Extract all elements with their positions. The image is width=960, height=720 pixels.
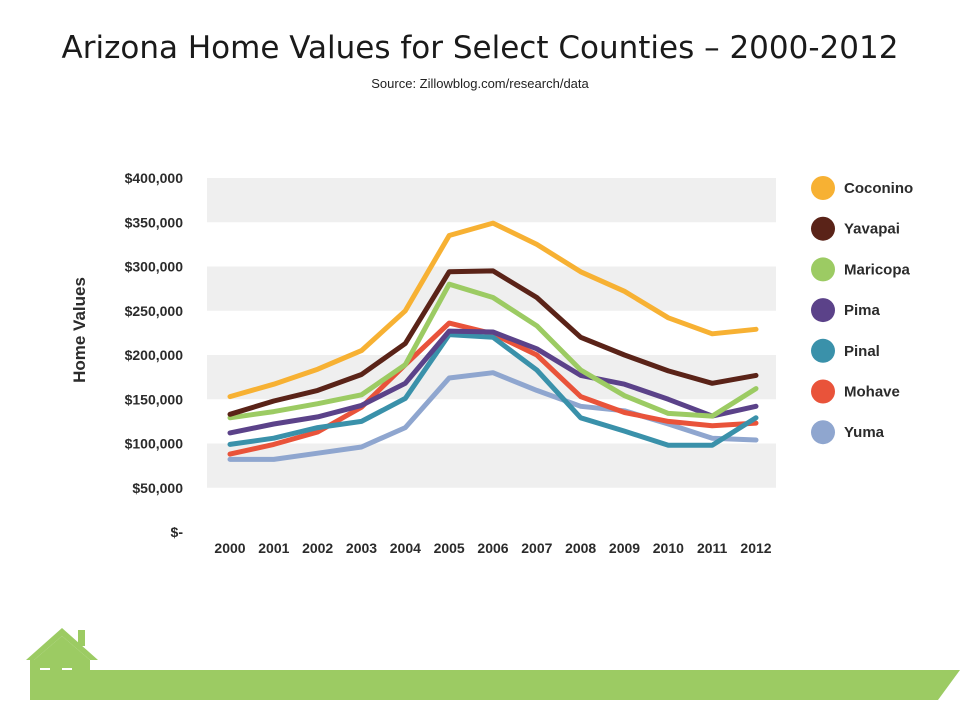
grid-band	[207, 178, 776, 223]
legend-swatch-mohave	[811, 379, 835, 404]
series-line-maricopa	[227, 281, 759, 421]
x-tick-label: 2003	[346, 540, 377, 556]
y-tick-label: $-	[171, 524, 184, 540]
x-tick-label: 2007	[521, 540, 552, 556]
series-line-pinal	[227, 332, 759, 448]
y-tick-label: $200,000	[125, 347, 184, 363]
legend-label: Yuma	[844, 424, 885, 441]
y-tick-label: $50,000	[132, 480, 183, 496]
legend-swatch-pima	[811, 298, 835, 323]
y-tick-label: $300,000	[125, 259, 184, 275]
y-tick-label: $150,000	[125, 391, 184, 407]
x-tick-label: 2011	[697, 540, 728, 556]
y-tick-label: $250,000	[125, 303, 184, 319]
series-lines	[227, 220, 759, 462]
legend-label: Yavapai	[844, 221, 900, 238]
legend-label: Pinal	[844, 343, 880, 360]
line-chart: $- $50,000 $100,000 $150,000 $200,000 $250,00…	[70, 170, 913, 556]
legend-swatch-pinal	[811, 338, 835, 363]
legend-swatch-yuma	[811, 420, 835, 445]
x-tick-label: 2000	[214, 540, 245, 556]
series-line-coconino	[227, 220, 759, 400]
series-line-yuma	[227, 370, 759, 462]
legend: Coconino Yavapai Maricopa Pima Pinal Mohave Yu…	[811, 176, 913, 445]
footer-banner	[26, 628, 960, 700]
grid-band	[207, 266, 776, 311]
x-tick-label: 2006	[477, 540, 508, 556]
series-line-pima	[227, 328, 759, 436]
chart-title: Arizona Home Values for Select Counties …	[61, 30, 899, 66]
x-tick-label: 2012	[740, 540, 771, 556]
legend-label: Maricopa	[844, 261, 911, 278]
y-axis-ticks: $- $50,000 $100,000 $150,000 $200,000 $250,00…	[125, 170, 184, 540]
x-tick-label: 2009	[609, 540, 640, 556]
grid-band	[207, 443, 776, 488]
footer-bar	[30, 670, 960, 700]
x-tick-label: 2004	[390, 540, 421, 556]
legend-label: Coconino	[844, 180, 913, 197]
y-axis-label: Home Values	[70, 277, 89, 383]
x-tick-label: 2008	[565, 540, 596, 556]
x-tick-label: 2001	[258, 540, 289, 556]
y-tick-label: $400,000	[125, 170, 184, 186]
legend-swatch-maricopa	[811, 257, 835, 282]
legend-swatch-yavapai	[811, 216, 835, 241]
legend-label: Pima	[844, 302, 881, 319]
x-axis-ticks: 2000 2001 2002 2003 2004 2005 2006 2007 2008 2009…	[214, 540, 771, 556]
x-tick-label: 2010	[653, 540, 684, 556]
chart-source: Source: Zillowblog.com/research/data	[371, 76, 589, 91]
series-line-yavapai	[227, 268, 759, 417]
x-tick-label: 2002	[302, 540, 333, 556]
x-tick-label: 2005	[434, 540, 465, 556]
y-tick-label: $100,000	[125, 436, 184, 452]
legend-swatch-coconino	[811, 176, 835, 200]
legend-label: Mohave	[844, 384, 900, 401]
y-tick-label: $350,000	[125, 214, 184, 230]
